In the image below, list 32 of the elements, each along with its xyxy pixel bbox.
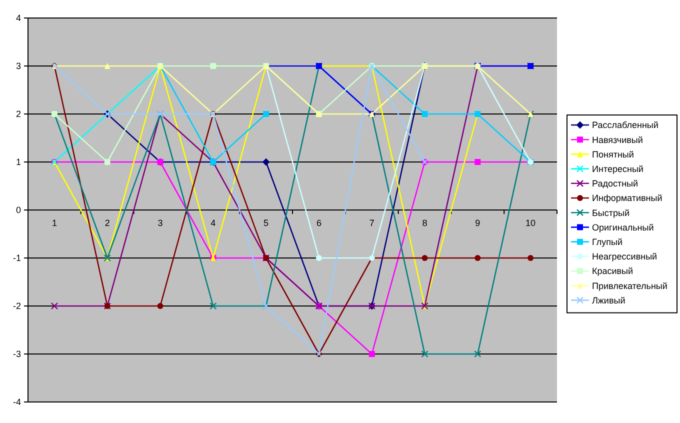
x-tick-label: 1 bbox=[52, 218, 57, 228]
legend-label: Быстрый bbox=[592, 208, 630, 218]
x-tick-label: 4 bbox=[210, 218, 216, 228]
y-tick-label: -2 bbox=[12, 301, 21, 312]
legend-label: Информативный bbox=[592, 193, 662, 204]
legend-label: Оригинальный bbox=[592, 222, 654, 232]
y-tick-label: 1 bbox=[16, 157, 21, 168]
y-tick-label: -4 bbox=[12, 397, 21, 408]
legend-label: Привлекательный bbox=[592, 280, 668, 291]
y-tick-label: -3 bbox=[12, 349, 21, 360]
x-tick-label: 3 bbox=[158, 218, 163, 228]
y-tick-label: 3 bbox=[16, 61, 21, 72]
legend-label: Глупый bbox=[592, 236, 622, 247]
legend-label: Навязчивый bbox=[592, 134, 643, 145]
x-tick-label: 10 bbox=[526, 218, 536, 228]
x-tick-label: 8 bbox=[422, 218, 428, 228]
x-tick-label: 7 bbox=[369, 218, 374, 228]
legend-label: Интересный bbox=[592, 164, 644, 174]
legend-label: Радостный bbox=[592, 178, 638, 189]
legend-label: Красивый bbox=[592, 266, 634, 276]
y-tick-label: -1 bbox=[12, 253, 21, 264]
x-tick-label: 2 bbox=[104, 218, 110, 228]
legend-label: Понятный bbox=[592, 149, 634, 160]
y-tick-label: 2 bbox=[16, 109, 21, 120]
y-tick-label: 4 bbox=[16, 13, 21, 24]
x-tick-label: 9 bbox=[475, 218, 480, 228]
legend-label: Расслабленный bbox=[592, 120, 658, 130]
y-tick-label: 0 bbox=[16, 205, 21, 216]
legend-label: Лживый bbox=[592, 295, 626, 306]
legend-label: Неагрессивный bbox=[592, 252, 658, 262]
x-tick-label: 5 bbox=[264, 218, 269, 228]
x-tick-label: 6 bbox=[316, 218, 322, 228]
